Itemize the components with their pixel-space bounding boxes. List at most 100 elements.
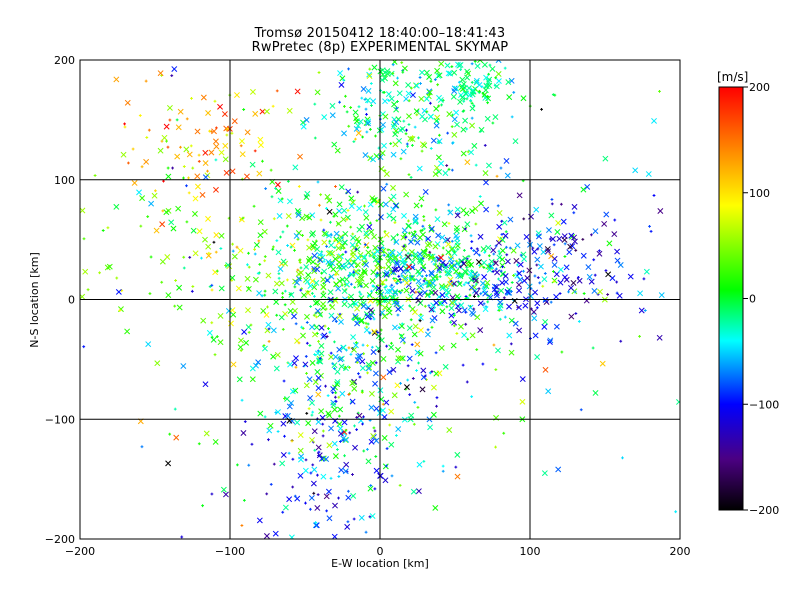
data-point-x xyxy=(555,220,562,226)
chart-subtitle: RwPretec (8p) EXPERIMENTAL SKYMAP xyxy=(251,40,509,55)
data-point-x xyxy=(382,477,389,484)
data-point-x xyxy=(309,277,316,284)
chart-title: Tromsø 20150412 18:40:00–18:41:43 xyxy=(254,26,506,41)
data-point-x xyxy=(464,221,471,228)
data-point-plus xyxy=(373,429,377,433)
data-point-x xyxy=(413,82,420,89)
data-point-plus xyxy=(486,300,490,304)
data-point-x xyxy=(393,239,400,246)
data-point-plus xyxy=(281,327,285,331)
data-point-plus xyxy=(358,375,362,379)
data-point-x xyxy=(439,285,446,292)
data-point-x xyxy=(374,248,381,255)
data-point-plus xyxy=(423,254,426,258)
data-point-x xyxy=(336,263,342,270)
data-point-x xyxy=(360,86,367,92)
data-point-x xyxy=(136,189,142,196)
colorbar xyxy=(718,86,744,511)
data-point-x xyxy=(393,259,400,266)
data-point-plus xyxy=(283,303,287,307)
data-point-x xyxy=(392,324,398,331)
data-point-x xyxy=(392,131,399,138)
data-point-x xyxy=(344,523,351,530)
data-point-plus xyxy=(441,98,445,102)
data-point-plus xyxy=(495,174,499,178)
data-point-plus xyxy=(275,313,279,317)
data-point-x xyxy=(467,304,474,311)
data-point-x xyxy=(510,247,517,254)
data-point-plus xyxy=(328,239,332,243)
data-point-plus xyxy=(175,118,179,122)
data-point-plus xyxy=(293,285,297,289)
data-point-plus xyxy=(414,290,418,294)
data-point-plus xyxy=(420,274,424,278)
data-point-plus xyxy=(458,271,461,275)
data-point-x xyxy=(355,254,362,261)
data-point-plus xyxy=(166,145,170,149)
data-point-x xyxy=(534,256,541,263)
data-point-plus xyxy=(282,379,286,383)
data-point-plus xyxy=(357,105,361,109)
data-point-x xyxy=(331,440,338,447)
data-point-x xyxy=(318,342,325,349)
data-point-x xyxy=(327,289,334,296)
data-point-plus xyxy=(307,407,311,411)
data-point-plus xyxy=(106,226,110,230)
data-point-plus xyxy=(400,61,404,65)
data-point-plus xyxy=(582,292,586,295)
data-point-x xyxy=(300,332,306,339)
data-point-x xyxy=(365,118,372,125)
data-point-x xyxy=(392,202,399,209)
data-point-x xyxy=(363,261,370,268)
data-point-x xyxy=(423,69,430,76)
data-point-plus xyxy=(214,158,218,162)
data-point-plus xyxy=(182,165,186,168)
data-point-plus xyxy=(215,269,219,273)
data-point-plus xyxy=(370,104,373,107)
data-point-x xyxy=(165,292,172,299)
data-point-plus xyxy=(336,448,339,451)
data-point-plus xyxy=(182,176,185,180)
data-point-x xyxy=(113,203,120,210)
data-point-plus xyxy=(674,510,678,514)
data-point-plus xyxy=(464,322,468,326)
data-point-plus xyxy=(270,195,274,199)
data-point-x xyxy=(427,113,434,120)
data-point-x xyxy=(585,264,592,271)
data-point-x xyxy=(354,357,361,363)
data-point-x xyxy=(205,252,212,259)
data-point-plus xyxy=(422,459,426,463)
data-point-x xyxy=(448,312,455,319)
data-point-x xyxy=(485,162,492,169)
data-point-x xyxy=(534,300,541,307)
data-point-plus xyxy=(491,121,495,125)
data-point-plus xyxy=(231,249,235,253)
data-point-x xyxy=(171,66,178,73)
data-point-x xyxy=(370,156,377,163)
data-point-x xyxy=(405,253,411,260)
data-point-x xyxy=(386,288,393,295)
data-point-plus xyxy=(312,491,316,495)
data-point-x xyxy=(485,244,492,251)
data-point-x xyxy=(433,117,440,124)
data-point-plus xyxy=(492,252,496,256)
data-point-x xyxy=(444,62,451,69)
data-point-plus xyxy=(355,415,359,419)
data-point-x xyxy=(175,205,182,212)
data-point-plus xyxy=(294,322,298,326)
data-point-plus xyxy=(658,90,661,93)
data-point-x xyxy=(292,307,298,314)
data-point-x xyxy=(321,332,328,339)
data-point-x xyxy=(532,289,539,296)
data-point-x xyxy=(305,290,312,297)
data-point-plus xyxy=(333,367,336,370)
data-point-plus xyxy=(329,351,333,355)
data-point-x xyxy=(499,247,506,254)
data-point-plus xyxy=(345,110,349,114)
data-point-plus xyxy=(423,277,427,281)
data-point-x xyxy=(571,203,578,210)
data-point-x xyxy=(260,307,267,314)
data-point-x xyxy=(553,293,560,300)
data-point-plus xyxy=(421,257,425,260)
data-point-plus xyxy=(323,324,327,328)
